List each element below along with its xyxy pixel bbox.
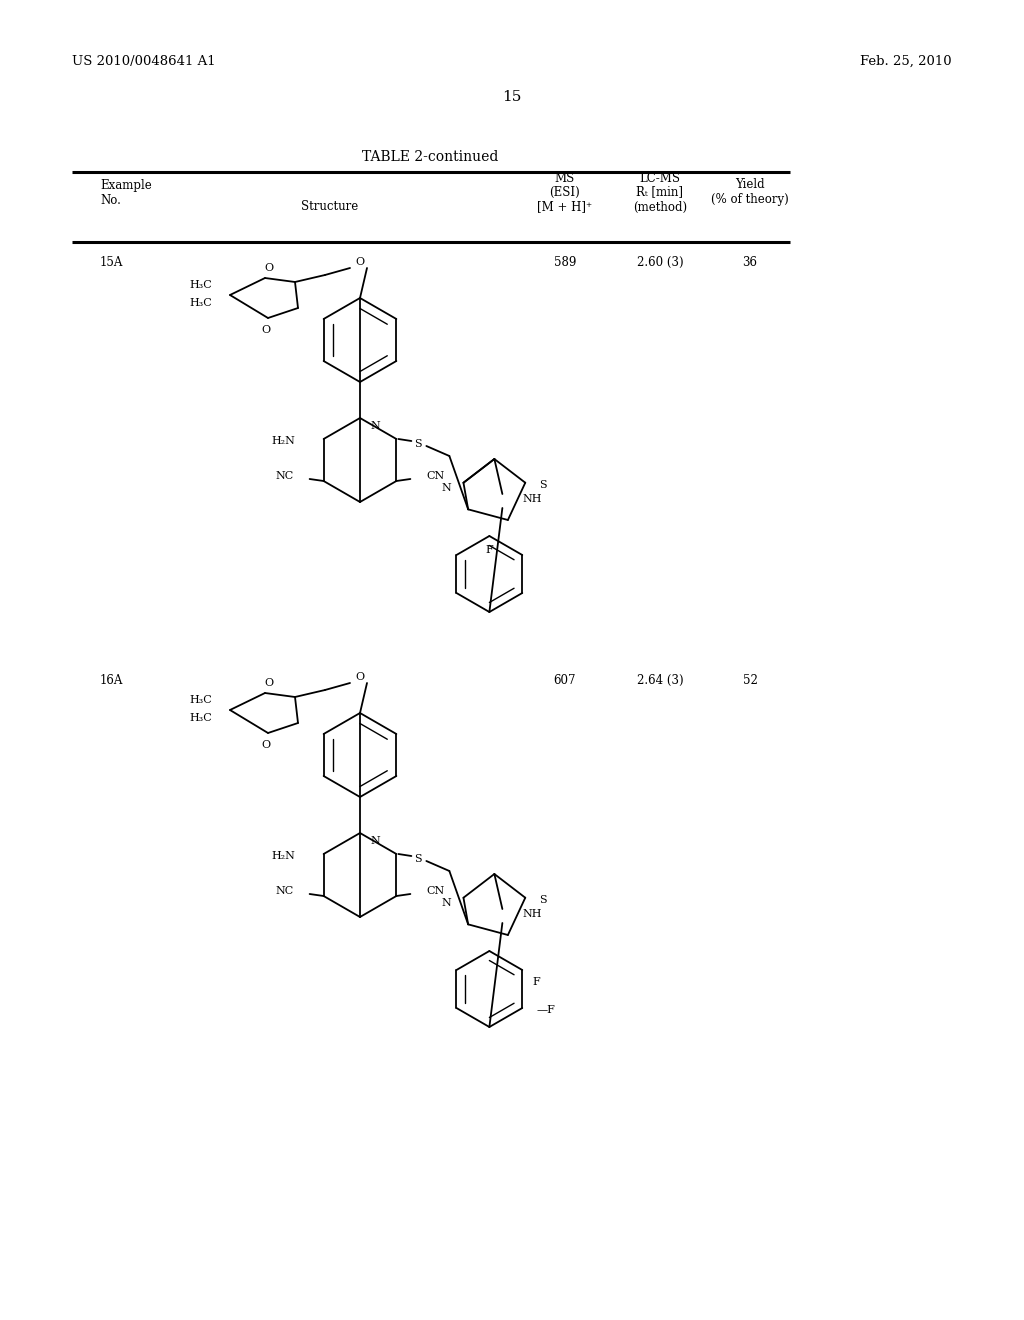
Text: O: O (355, 672, 365, 682)
Text: NC: NC (275, 471, 294, 480)
Text: 16A: 16A (100, 673, 123, 686)
Text: No.: No. (100, 194, 121, 206)
Text: N: N (370, 421, 380, 432)
Text: —F: —F (537, 1005, 555, 1015)
Text: 52: 52 (742, 673, 758, 686)
Text: H₃C: H₃C (189, 713, 212, 723)
Text: O: O (264, 678, 273, 688)
Text: CN: CN (426, 471, 444, 480)
Text: Structure: Structure (301, 201, 358, 214)
Text: US 2010/0048641 A1: US 2010/0048641 A1 (72, 55, 216, 69)
Text: Feb. 25, 2010: Feb. 25, 2010 (860, 55, 952, 69)
Text: S: S (540, 895, 547, 904)
Text: N: N (370, 836, 380, 846)
Text: N: N (441, 483, 452, 492)
Text: H₃C: H₃C (189, 696, 212, 705)
Text: 36: 36 (742, 256, 758, 268)
Text: H₂N: H₂N (271, 436, 296, 446)
Text: (ESI): (ESI) (550, 186, 581, 198)
Text: LC-MS: LC-MS (640, 172, 681, 185)
Text: S: S (540, 479, 547, 490)
Text: O: O (264, 263, 273, 273)
Text: O: O (261, 325, 270, 335)
Text: O: O (261, 741, 270, 750)
Text: 15: 15 (503, 90, 521, 104)
Text: NH: NH (522, 909, 542, 919)
Text: Example: Example (100, 178, 152, 191)
Text: NH: NH (522, 494, 542, 504)
Text: H₂N: H₂N (271, 851, 296, 861)
Text: N: N (441, 898, 452, 908)
Text: Yield: Yield (735, 178, 765, 191)
Text: 2.60 (3): 2.60 (3) (637, 256, 683, 268)
Text: Rₜ [min]: Rₜ [min] (637, 186, 683, 198)
Text: H₃C: H₃C (189, 298, 212, 308)
Text: F: F (532, 977, 540, 987)
Text: 589: 589 (554, 256, 577, 268)
Text: S: S (415, 440, 422, 449)
Text: NC: NC (275, 886, 294, 896)
Text: (% of theory): (% of theory) (711, 194, 788, 206)
Text: 607: 607 (554, 673, 577, 686)
Text: MS: MS (555, 172, 575, 185)
Text: F: F (485, 545, 494, 554)
Text: 2.64 (3): 2.64 (3) (637, 673, 683, 686)
Text: CN: CN (426, 886, 444, 896)
Text: H₃C: H₃C (189, 280, 212, 290)
Text: TABLE 2-continued: TABLE 2-continued (361, 150, 499, 164)
Text: (method): (method) (633, 201, 687, 214)
Text: 15A: 15A (100, 256, 123, 268)
Text: [M + H]⁺: [M + H]⁺ (538, 201, 593, 214)
Text: O: O (355, 257, 365, 267)
Text: S: S (415, 854, 422, 865)
